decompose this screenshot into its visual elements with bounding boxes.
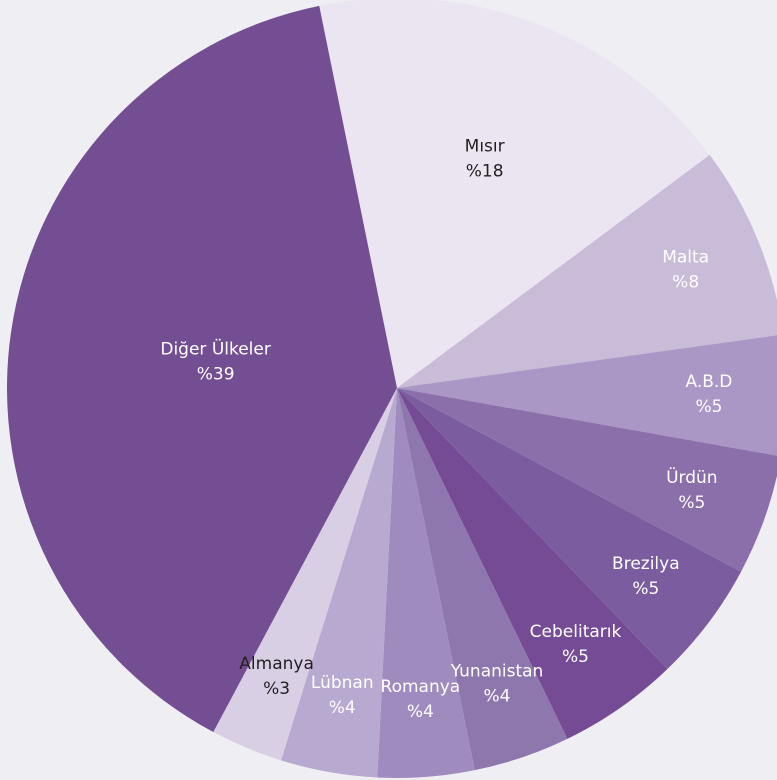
pie-slice bbox=[377, 388, 475, 778]
pie-slice bbox=[397, 154, 777, 388]
slice-label: Romanya bbox=[381, 677, 461, 697]
slice-value-label: %5 bbox=[632, 579, 659, 599]
slice-value-label: %4 bbox=[484, 687, 511, 707]
pie-slice bbox=[397, 388, 742, 670]
slice-value-label: %8 bbox=[672, 273, 699, 293]
pie-slice bbox=[213, 388, 397, 761]
slice-label: Yunanistan bbox=[450, 662, 544, 682]
pie-slice bbox=[319, 0, 710, 388]
slice-value-label: %4 bbox=[329, 698, 356, 718]
slice-label: Cebelitarık bbox=[530, 622, 622, 642]
slice-value-label: %4 bbox=[407, 702, 434, 722]
slice-value-label: %5 bbox=[562, 647, 589, 667]
pie-slice bbox=[397, 335, 777, 456]
slice-value-label: %39 bbox=[197, 365, 235, 385]
slice-value-label: %3 bbox=[263, 679, 290, 699]
slice-label: Ürdün bbox=[666, 466, 717, 488]
pie-slice bbox=[6, 5, 397, 733]
pie-slice bbox=[281, 388, 397, 778]
slice-value-label: %18 bbox=[466, 161, 504, 181]
pie-slice bbox=[397, 388, 568, 771]
slice-label: Malta bbox=[662, 248, 709, 268]
slice-value-label: %5 bbox=[695, 397, 722, 417]
slice-label: Diğer Ülkeler bbox=[160, 338, 271, 360]
slice-label: Brezilya bbox=[612, 554, 680, 574]
pie-slice bbox=[397, 388, 777, 572]
slice-label: Mısır bbox=[465, 136, 505, 156]
pie-slice bbox=[397, 388, 668, 739]
slice-label: Almanya bbox=[239, 654, 314, 674]
slice-label: Lübnan bbox=[311, 673, 374, 693]
slice-value-label: %5 bbox=[678, 493, 705, 513]
slice-label: A.B.D bbox=[685, 372, 732, 392]
